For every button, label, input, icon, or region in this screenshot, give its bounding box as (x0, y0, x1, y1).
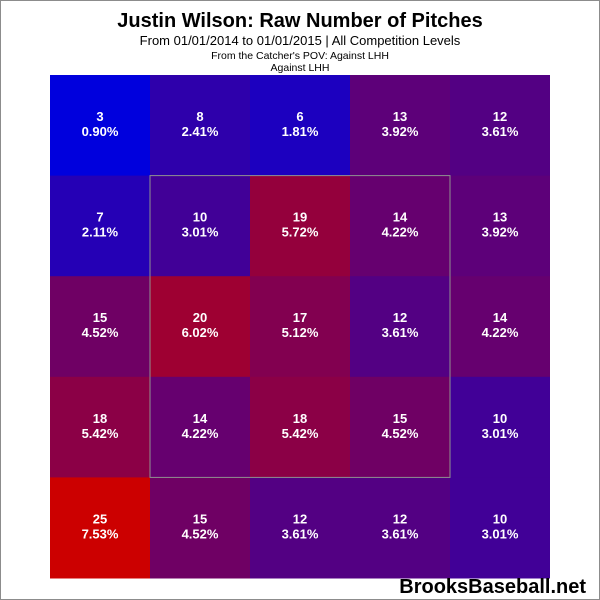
pov-label: From the Catcher's POV: Against LHH (211, 50, 389, 62)
cell-percent-label: 3.61% (282, 526, 319, 541)
cell-percent-label: 3.61% (382, 526, 419, 541)
heatmap-cell-r3-c2 (250, 376, 350, 478)
heatmap-cell-r0-c2 (250, 75, 350, 177)
heatmap-cell-r0-c0 (50, 75, 150, 177)
cell-percent-label: 4.52% (182, 526, 219, 541)
heatmap-cell-r3-c4 (450, 376, 550, 478)
chart-subtitle: From 01/01/2014 to 01/01/2015 | All Comp… (139, 33, 461, 48)
cell-count-label: 13 (493, 210, 507, 225)
cell-count-label: 20 (193, 310, 207, 325)
cell-count-label: 17 (293, 310, 307, 325)
cell-percent-label: 5.72% (282, 225, 319, 240)
cell-count-label: 14 (393, 210, 408, 225)
cell-percent-label: 3.01% (482, 426, 519, 441)
cell-count-label: 15 (93, 310, 107, 325)
cell-percent-label: 5.42% (82, 426, 119, 441)
heatmap-cell-r2-c2 (250, 276, 350, 378)
cell-count-label: 10 (493, 511, 507, 526)
heatmap-cell-r0-c3 (350, 75, 450, 177)
cell-count-label: 10 (493, 411, 507, 426)
cell-count-label: 15 (193, 511, 207, 526)
cell-percent-label: 5.12% (282, 325, 319, 340)
heatmap-cell-r1-c3 (350, 175, 450, 277)
heatmap-cell-r1-c4 (450, 175, 550, 277)
handedness-label: Against LHH (270, 62, 330, 74)
cell-count-label: 18 (93, 411, 107, 426)
cell-count-label: 10 (193, 210, 207, 225)
heatmap-cell-r1-c0 (50, 175, 150, 277)
cell-percent-label: 4.52% (382, 426, 419, 441)
heatmap-cell-r2-c4 (450, 276, 550, 378)
cell-count-label: 12 (293, 511, 307, 526)
heatmap-cell-r1-c1 (150, 175, 250, 277)
heatmap-cell-r0-c4 (450, 75, 550, 177)
chart-title: Justin Wilson: Raw Number of Pitches (117, 10, 483, 32)
cell-percent-label: 4.22% (382, 225, 419, 240)
cell-count-label: 8 (196, 109, 203, 124)
cell-percent-label: 3.92% (382, 124, 419, 139)
cell-percent-label: 2.11% (82, 225, 119, 240)
cell-count-label: 14 (193, 411, 208, 426)
heatmap-cell-r4-c4 (450, 477, 550, 579)
heatmap-cell-r4-c0 (50, 477, 150, 579)
cell-count-label: 18 (293, 411, 307, 426)
cell-percent-label: 3.61% (382, 325, 419, 340)
cell-percent-label: 2.41% (182, 124, 219, 139)
heatmap-cell-r2-c3 (350, 276, 450, 378)
heatmap-cell-r2-c0 (50, 276, 150, 378)
heatmap-cell-r4-c2 (250, 477, 350, 579)
cell-count-label: 13 (393, 109, 407, 124)
cell-count-label: 6 (296, 109, 303, 124)
heatmap-cell-r2-c1 (150, 276, 250, 378)
cell-percent-label: 3.92% (482, 225, 519, 240)
heatmap-cell-r1-c2 (250, 175, 350, 277)
heatmap-cell-r4-c3 (350, 477, 450, 579)
cell-count-label: 7 (96, 210, 103, 225)
cell-percent-label: 6.02% (182, 325, 219, 340)
cell-percent-label: 3.61% (482, 124, 519, 139)
heatmap-cell-r3-c1 (150, 376, 250, 478)
cell-count-label: 12 (393, 511, 407, 526)
brooksbaseball-watermark: BrooksBaseball.net (399, 576, 586, 598)
cell-percent-label: 5.42% (282, 426, 319, 441)
cell-percent-label: 3.01% (182, 225, 219, 240)
heatmap-cell-r4-c1 (150, 477, 250, 579)
cell-count-label: 12 (493, 109, 507, 124)
cell-count-label: 12 (393, 310, 407, 325)
heatmap-cell-r0-c1 (150, 75, 250, 177)
cell-count-label: 3 (96, 109, 103, 124)
cell-percent-label: 4.22% (482, 325, 519, 340)
cell-percent-label: 4.22% (182, 426, 219, 441)
heatmap-cell-r3-c0 (50, 376, 150, 478)
cell-percent-label: 1.81% (282, 124, 319, 139)
cell-percent-label: 3.01% (482, 526, 519, 541)
cell-count-label: 14 (493, 310, 508, 325)
cell-percent-label: 4.52% (82, 325, 119, 340)
cell-percent-label: 7.53% (82, 526, 119, 541)
cell-count-label: 19 (293, 210, 307, 225)
strike-zone-outline (149, 175, 451, 478)
cell-count-label: 15 (393, 411, 407, 426)
cell-count-label: 25 (93, 511, 107, 526)
heatmap-cell-r3-c3 (350, 376, 450, 478)
cell-percent-label: 0.90% (82, 124, 119, 139)
